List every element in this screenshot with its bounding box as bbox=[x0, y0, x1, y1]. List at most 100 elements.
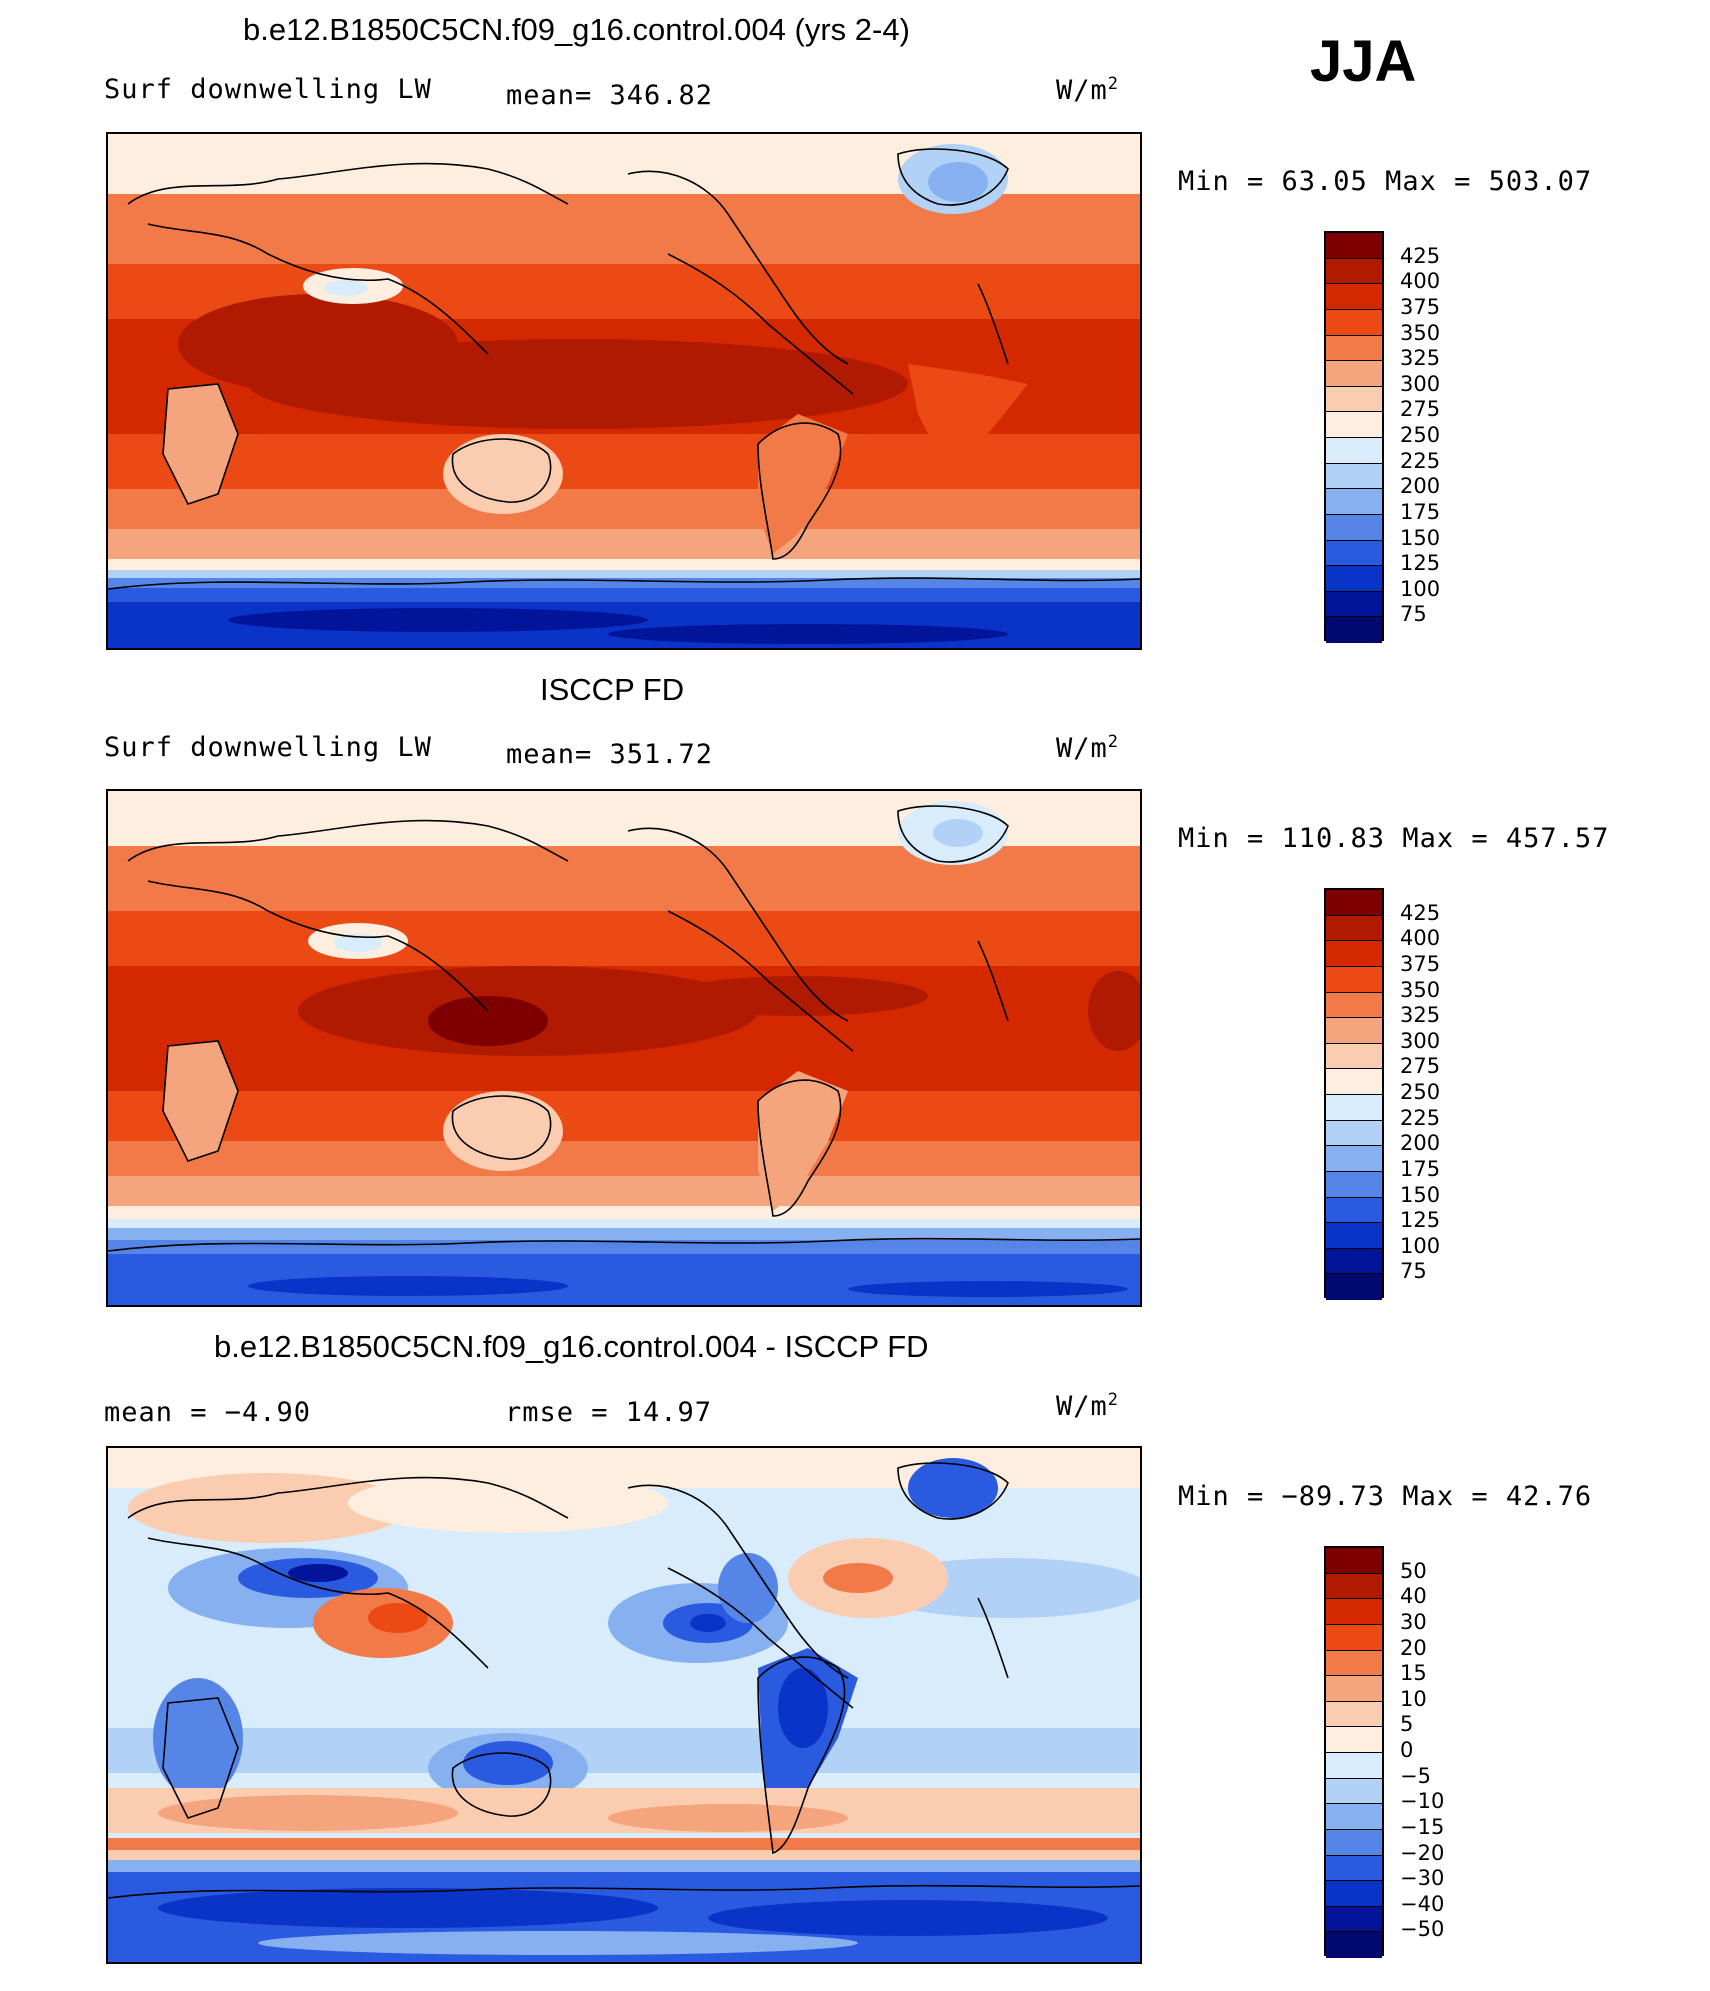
colorbar-swatch bbox=[1326, 1881, 1382, 1907]
colorbar-tick-label: 250 bbox=[1400, 1080, 1441, 1104]
colorbar-tick-label: 175 bbox=[1400, 1156, 1441, 1181]
colorbar-swatch bbox=[1326, 1171, 1382, 1198]
colorbar-tick-label: 125 bbox=[1400, 1208, 1441, 1233]
colorbar-swatch bbox=[1326, 1932, 1382, 1958]
colorbar-tick-label: 425 bbox=[1400, 900, 1441, 925]
colorbar-tick-label: 325 bbox=[1400, 346, 1441, 371]
colorbar-tick-label: 400 bbox=[1400, 926, 1441, 951]
colorbar-swatch bbox=[1326, 1650, 1382, 1677]
colorbar-tick-label: 300 bbox=[1400, 1028, 1441, 1053]
colorbar-swatch bbox=[1326, 1248, 1382, 1275]
colorbar-swatch bbox=[1326, 1676, 1382, 1702]
colorbar-tick-label: 225 bbox=[1400, 448, 1441, 473]
colorbar-tick-label: −50 bbox=[1400, 1917, 1445, 1942]
colorbar-tick-label: 100 bbox=[1400, 576, 1441, 601]
colorbar-swatch bbox=[1326, 1573, 1382, 1600]
colorbar-tick-label: 50 bbox=[1400, 1558, 1427, 1583]
panel-3-minmax: Min = −89.73 Max = 42.76 bbox=[1178, 1481, 1593, 1512]
season-label: JJA bbox=[1310, 29, 1417, 94]
colorbar-swatch bbox=[1326, 386, 1382, 413]
colorbar-swatch bbox=[1326, 309, 1382, 336]
colorbar-swatch bbox=[1326, 258, 1382, 285]
colorbar-tick-label: 75 bbox=[1400, 602, 1427, 627]
colorbar-swatch bbox=[1326, 1804, 1382, 1830]
colorbar-swatch bbox=[1326, 514, 1382, 541]
colorbar-swatch bbox=[1326, 966, 1382, 993]
colorbar-swatch bbox=[1326, 1778, 1382, 1805]
colorbar-swatch bbox=[1326, 335, 1382, 362]
panel-1-minmax: Min = 63.05 Max = 503.07 bbox=[1178, 166, 1593, 197]
colorbar-swatch bbox=[1326, 1855, 1382, 1882]
colorbar-swatch bbox=[1326, 1146, 1382, 1172]
colorbar-swatch bbox=[1326, 1095, 1382, 1121]
colorbar-tick-label: 425 bbox=[1400, 243, 1441, 268]
colorbar-swatch bbox=[1326, 361, 1382, 387]
colorbar-tick-label: 10 bbox=[1400, 1686, 1427, 1711]
colorbar-tick-label: 200 bbox=[1400, 474, 1441, 499]
colorbar-swatch bbox=[1326, 438, 1382, 464]
colorbar-swatch bbox=[1326, 489, 1382, 515]
colorbar-swatch bbox=[1326, 1753, 1382, 1779]
colorbar-tick-label: 225 bbox=[1400, 1105, 1441, 1130]
panel-1-variable: Surf downwelling LW bbox=[104, 74, 432, 105]
colorbar-tick-label: 375 bbox=[1400, 294, 1441, 319]
colorbar-tick-label: 100 bbox=[1400, 1233, 1441, 1258]
colorbar-swatch bbox=[1326, 1120, 1382, 1147]
colorbar-tick-label: 150 bbox=[1400, 1182, 1441, 1207]
colorbar-swatch bbox=[1326, 233, 1382, 259]
colorbar-tick-label: 350 bbox=[1400, 977, 1441, 1002]
colorbar-swatch bbox=[1326, 566, 1382, 592]
colorbar-tick-label: 250 bbox=[1400, 423, 1441, 447]
colorbar-tick-label: 150 bbox=[1400, 525, 1441, 550]
colorbar-swatch bbox=[1326, 1197, 1382, 1224]
colorbar-swatch bbox=[1326, 1274, 1382, 1300]
panel-1-title: b.e12.B1850C5CN.f09_g16.control.004 (yrs… bbox=[243, 12, 910, 47]
colorbar-tick-label: 20 bbox=[1400, 1635, 1427, 1660]
panel-3-rmse: rmse = 14.97 bbox=[505, 1397, 713, 1428]
colorbar-swatch bbox=[1326, 1701, 1382, 1728]
panel-2-mean: mean= 351.72 bbox=[506, 739, 714, 770]
colorbar-tick-label: −30 bbox=[1400, 1866, 1445, 1891]
panel-3-mean: mean = −4.90 bbox=[104, 1397, 312, 1428]
colorbar-swatch bbox=[1326, 992, 1382, 1019]
colorbar-tick-label: −10 bbox=[1400, 1789, 1445, 1814]
colorbar-tick-label: −5 bbox=[1400, 1763, 1431, 1788]
colorbar-tick-label: 350 bbox=[1400, 320, 1441, 345]
panel-2-map bbox=[106, 789, 1142, 1307]
colorbar-swatch bbox=[1326, 1223, 1382, 1249]
colorbar-tick-label: −15 bbox=[1400, 1814, 1445, 1839]
panel-2-units: W/m2 bbox=[1056, 732, 1120, 764]
colorbar-swatch bbox=[1326, 890, 1382, 916]
colorbar-swatch bbox=[1326, 412, 1382, 438]
colorbar-tick-label: −20 bbox=[1400, 1840, 1445, 1865]
colorbar-swatch bbox=[1326, 284, 1382, 310]
colorbar-swatch bbox=[1326, 1599, 1382, 1625]
colorbar-tick-label: 325 bbox=[1400, 1003, 1441, 1028]
colorbar-swatch bbox=[1326, 1624, 1382, 1651]
colorbar-swatch bbox=[1326, 1829, 1382, 1856]
colorbar-swatch bbox=[1326, 591, 1382, 618]
colorbar-tick-label: 275 bbox=[1400, 1054, 1441, 1079]
panel-2-title: ISCCP FD bbox=[540, 672, 685, 707]
colorbar-swatch bbox=[1326, 463, 1382, 490]
panel-1-mean: mean= 346.82 bbox=[506, 80, 714, 111]
colorbar-swatch bbox=[1326, 1018, 1382, 1044]
colorbar-swatch bbox=[1326, 1043, 1382, 1070]
colorbar-swatch bbox=[1326, 941, 1382, 967]
colorbar-tick-label: 300 bbox=[1400, 371, 1441, 396]
colorbar-tick-label: 40 bbox=[1400, 1584, 1427, 1609]
panel-3-units: W/m2 bbox=[1056, 1390, 1120, 1422]
panel-1-map bbox=[106, 132, 1142, 650]
colorbar-swatch bbox=[1326, 1727, 1382, 1753]
panel-3-map bbox=[106, 1446, 1142, 1964]
colorbar-swatch bbox=[1326, 1906, 1382, 1933]
colorbar-tick-label: 375 bbox=[1400, 951, 1441, 976]
panel-1-units: W/m2 bbox=[1056, 74, 1120, 106]
colorbar-swatch bbox=[1326, 617, 1382, 643]
colorbar-tick-label: 0 bbox=[1400, 1738, 1414, 1762]
colorbar-swatch bbox=[1326, 540, 1382, 567]
colorbar-tick-label: 30 bbox=[1400, 1609, 1427, 1634]
colorbar-tick-label: 15 bbox=[1400, 1661, 1427, 1686]
colorbar-tick-label: 400 bbox=[1400, 269, 1441, 294]
panel-3-colorbar bbox=[1324, 1546, 1384, 1958]
